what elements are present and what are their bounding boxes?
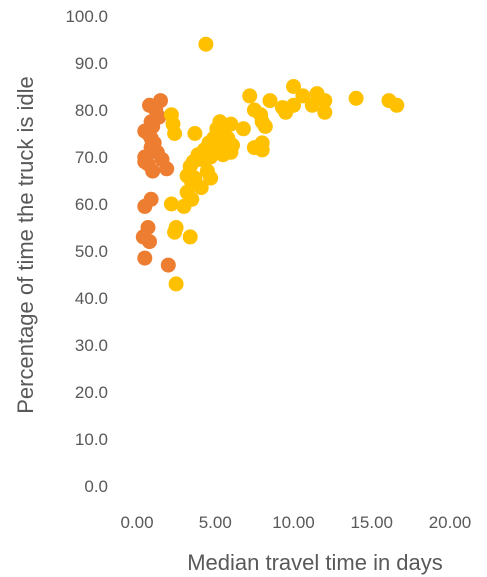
y-tick-label: 0.0	[84, 477, 108, 496]
data-point-series-2	[176, 198, 192, 214]
y-tick-label: 50.0	[75, 242, 108, 261]
data-point-series-2	[235, 121, 251, 137]
y-axis-title-group: Percentage of time the truck is idle	[13, 76, 38, 414]
data-point-series-2	[167, 224, 183, 240]
y-tick-label: 70.0	[75, 148, 108, 167]
y-tick-label: 20.0	[75, 383, 108, 402]
data-point-series-2	[389, 97, 405, 113]
data-point-series-2	[167, 126, 183, 141]
data-point-series-1	[137, 250, 153, 266]
data-point-series-2	[242, 88, 258, 104]
data-point-series-2	[262, 93, 278, 109]
y-tick-label: 100.0	[65, 7, 108, 26]
y-tick-label: 10.0	[75, 430, 108, 449]
data-point-series-2	[295, 88, 311, 104]
y-axis-title: Percentage of time the truck is idle	[13, 76, 38, 414]
y-tick-label: 80.0	[75, 101, 108, 120]
x-tick-label: 5.00	[199, 513, 232, 532]
y-tick-label: 90.0	[75, 54, 108, 73]
data-point-series-2	[187, 126, 203, 141]
data-point-series-2	[348, 90, 364, 106]
data-point-series-2	[215, 147, 231, 163]
x-axis-title: Median travel time in days	[187, 550, 443, 575]
data-point-series-2	[193, 180, 209, 196]
data-point-series-1	[142, 234, 157, 250]
data-point-series-2	[257, 118, 273, 134]
y-tick-label: 40.0	[75, 289, 108, 308]
data-point-series-2	[254, 142, 270, 158]
data-point-series-2	[203, 170, 219, 186]
x-tick-label: 15.00	[350, 513, 393, 532]
data-point-series-2	[317, 93, 333, 109]
data-point-series-2	[163, 196, 179, 212]
data-point-series-2	[198, 36, 214, 52]
data-point-series-2	[278, 104, 294, 120]
y-tick-label: 30.0	[75, 336, 108, 355]
data-point-series-1	[160, 257, 176, 273]
data-point-series-1	[137, 198, 153, 214]
data-point-series-2	[168, 276, 184, 292]
data-point-series-2	[193, 151, 209, 167]
data-point-series-2	[286, 79, 301, 94]
x-tick-label: 0.00	[120, 513, 153, 532]
data-point-series-2	[304, 97, 320, 113]
data-point-series-1	[145, 163, 161, 179]
y-tick-label: 60.0	[75, 195, 108, 214]
x-tick-label: 20.00	[429, 513, 472, 532]
x-tick-labels: 0.00 5.00 10.00 15.00 20.00	[120, 513, 471, 532]
y-tick-labels: 0.0 10.0 20.0 30.0 40.0 50.0 60.0 70.0 80.0 90.0 1…	[65, 7, 108, 496]
data-point-series-2	[317, 104, 333, 120]
data-point-series-1	[159, 161, 175, 177]
data-point-series-2	[182, 229, 198, 245]
data-points	[135, 36, 405, 292]
x-tick-label: 10.00	[272, 513, 315, 532]
